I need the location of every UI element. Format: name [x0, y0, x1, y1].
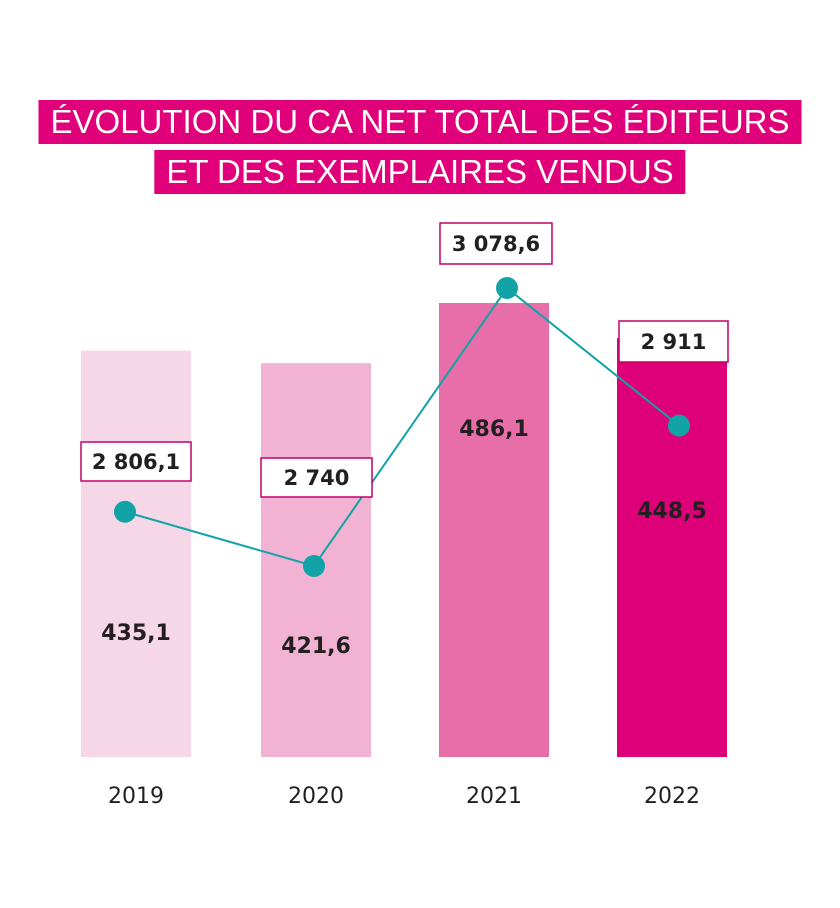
- line-series: [124, 286, 680, 568]
- line-point-2021: [496, 277, 518, 299]
- x-tick-label-2019: 2019: [108, 784, 164, 809]
- x-tick-label-2022: 2022: [644, 784, 700, 809]
- x-tick-label-2020: 2020: [288, 784, 344, 809]
- line-value-box-2020: [260, 457, 373, 498]
- bar-2021: [439, 303, 549, 757]
- bar-value-label-2020: 421,6: [281, 634, 351, 659]
- line-point-2019: [114, 500, 136, 523]
- bar-2019: [81, 350, 191, 757]
- bar-value-label-2022: 448,5: [637, 499, 707, 524]
- line-value-label-2019: 2 806,1: [92, 450, 180, 474]
- x-tick-label-2021: 2021: [466, 784, 522, 809]
- bar-2022: [617, 338, 727, 757]
- chart-title-line-1: ÉVOLUTION DU CA NET TOTAL DES ÉDITEURS: [38, 100, 802, 144]
- line-value-label-2020: 2 740: [284, 466, 350, 490]
- line-value-box-2019: [80, 441, 192, 482]
- bar-value-label-2021: 486,1: [459, 417, 529, 442]
- line-value-box-2022: [618, 320, 729, 363]
- line-value-label-2021: 3 078,6: [452, 232, 540, 256]
- line-value-label-2022: 2 911: [641, 330, 707, 354]
- line-point-2022: [668, 414, 690, 437]
- line-point-2020: [303, 555, 325, 577]
- bar-value-label-2019: 435,1: [101, 621, 171, 646]
- chart-title-line-2: ET DES EXEMPLAIRES VENDUS: [154, 150, 686, 194]
- line-value-box-2021: [439, 222, 553, 265]
